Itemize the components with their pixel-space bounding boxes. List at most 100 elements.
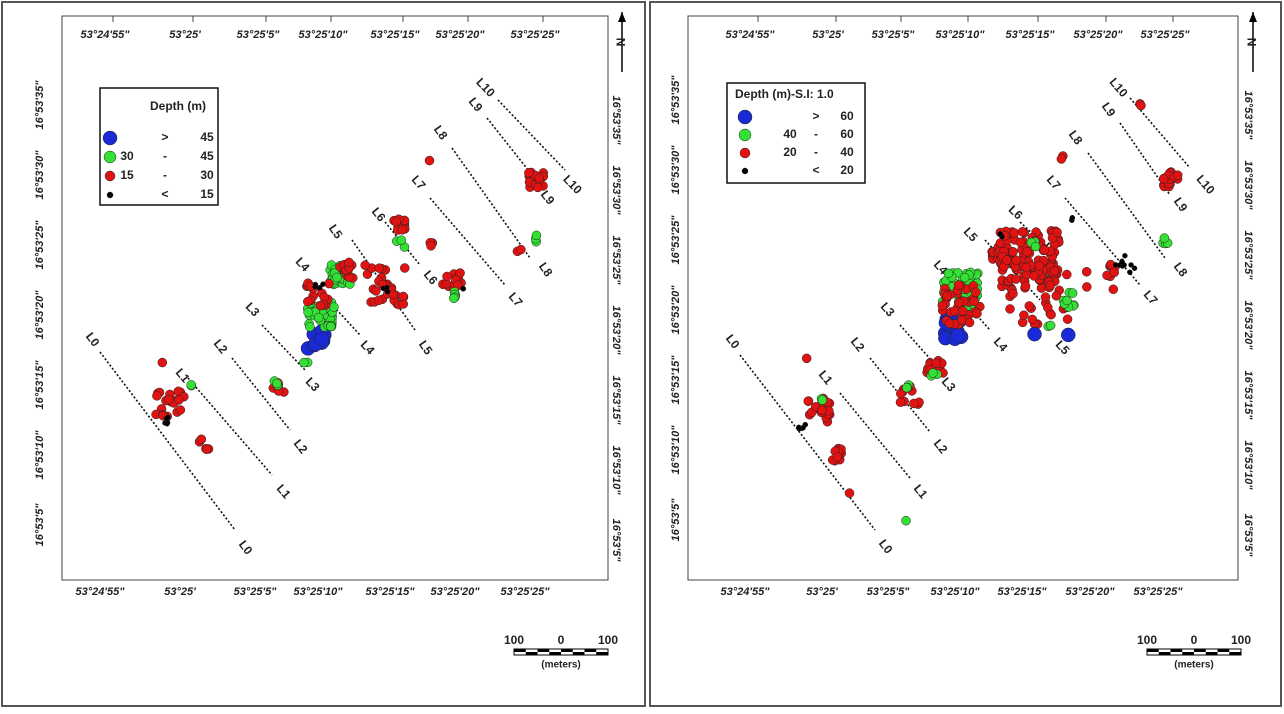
sounding-point <box>384 289 391 295</box>
sounding-point <box>1039 245 1050 255</box>
sounding-point <box>315 300 326 311</box>
sounding-point <box>1061 327 1076 343</box>
sounding-point <box>324 278 334 289</box>
sounding-point <box>1002 255 1012 265</box>
map-frame <box>61 15 609 581</box>
sounding-point <box>909 398 919 409</box>
sounding-point <box>303 307 313 318</box>
sounding-point <box>424 155 435 166</box>
scale-segment <box>1182 652 1194 655</box>
sounding-point <box>1062 314 1073 324</box>
x-tick-label: 53°25'5" <box>872 29 916 41</box>
sounding-point <box>971 287 981 298</box>
scale-segment <box>514 649 526 652</box>
line-label: L6 <box>421 268 441 288</box>
legend-label: > <box>161 130 168 144</box>
legend-label: - <box>814 145 818 159</box>
scale-segment <box>1229 652 1241 655</box>
sounding-point <box>1128 262 1134 268</box>
scale-label: 100 <box>1231 633 1251 647</box>
sounding-point <box>326 321 336 332</box>
x-tick-label: 53°25'20" <box>431 586 481 598</box>
line-label: L0 <box>876 537 896 557</box>
legend-label: 45 <box>200 130 214 144</box>
sounding-point <box>957 306 968 316</box>
x-tick-label: 53°24'55" <box>726 29 776 41</box>
legend-label: 60 <box>840 127 854 141</box>
sounding-point <box>1136 100 1146 111</box>
y-tick-label: 16°53'20" <box>34 290 46 340</box>
y-tick-label: 16°53'25" <box>610 236 622 286</box>
sounding-point <box>959 272 970 283</box>
scale-segment <box>525 652 538 655</box>
y-tick-label: 16°53'25" <box>1242 231 1254 281</box>
legend-label: < <box>812 163 819 177</box>
scale-unit: (meters) <box>1174 660 1213 671</box>
sounding-point <box>1127 269 1133 276</box>
y-tick-label: 16°53'20" <box>670 285 682 335</box>
x-tick-label: 53°25'20" <box>1074 29 1124 41</box>
y-tick-label: 16°53'35" <box>610 96 622 146</box>
sounding-point <box>1067 288 1078 298</box>
legend-symbol <box>104 170 116 182</box>
legend-label: > <box>812 109 819 123</box>
sounding-point <box>374 263 385 273</box>
map-frame <box>687 15 1239 581</box>
legend-label: 30 <box>120 149 134 163</box>
scale-segment <box>1170 649 1183 652</box>
sounding-point <box>1112 262 1119 268</box>
sounding-point <box>391 216 401 227</box>
sounding-point <box>1005 304 1015 314</box>
legend-title: Depth (m)-S.I: 1.0 <box>735 87 834 101</box>
line-label: L1 <box>274 482 294 502</box>
y-tick-label: 16°53'5" <box>1242 514 1254 558</box>
legend-label: - <box>814 127 818 141</box>
sounding-point <box>1159 233 1170 243</box>
sounding-point <box>1052 227 1062 238</box>
sounding-point <box>373 295 384 306</box>
y-tick-label: 16°53'25" <box>34 220 46 270</box>
sounding-point <box>796 424 802 431</box>
y-tick-label: 16°53'10" <box>610 446 622 496</box>
sounding-point <box>1021 262 1031 273</box>
line-label: L1 <box>816 368 836 388</box>
y-tick-label: 16°53'20" <box>610 306 622 356</box>
sounding-point <box>1024 301 1035 311</box>
survey-line <box>451 147 531 259</box>
sounding-point <box>314 312 324 323</box>
sounding-point <box>928 368 938 378</box>
scale-segment <box>1158 652 1171 655</box>
scale-label: 100 <box>598 633 618 647</box>
north-arrow-head <box>1249 12 1257 22</box>
line-label: L10 <box>1107 75 1131 100</box>
x-tick-label: 53°25'15" <box>366 586 416 598</box>
sounding-point <box>1109 267 1120 278</box>
x-tick-label: 53°25'10" <box>931 586 981 598</box>
sounding-point <box>949 306 960 316</box>
line-label: L3 <box>243 300 263 320</box>
sounding-point <box>1082 282 1092 292</box>
sounding-point <box>1027 314 1038 325</box>
sounding-point <box>460 285 466 292</box>
legend-symbol <box>739 147 751 159</box>
x-tick-label: 53°25' <box>164 586 196 598</box>
sounding-point <box>305 322 315 332</box>
x-tick-label: 53°25' <box>812 29 844 41</box>
x-tick-label: 53°25'15" <box>998 586 1048 598</box>
x-tick-label: 53°25'25" <box>511 29 561 41</box>
scale-segment <box>572 652 585 655</box>
x-tick-label: 53°25'20" <box>436 29 486 41</box>
sounding-point <box>931 358 941 369</box>
sounding-point <box>896 388 906 399</box>
line-label: L0 <box>236 538 256 558</box>
legend-label: 45 <box>200 149 214 163</box>
sounding-point <box>186 380 197 390</box>
legend-label: 20 <box>783 145 797 159</box>
legend-label: < <box>161 187 168 201</box>
x-tick-label: 53°25'10" <box>936 29 986 41</box>
sounding-point <box>455 268 465 278</box>
sounding-point <box>449 293 459 304</box>
sounding-point <box>400 263 410 273</box>
sounding-point <box>950 328 966 343</box>
line-label: L7 <box>1141 288 1161 308</box>
